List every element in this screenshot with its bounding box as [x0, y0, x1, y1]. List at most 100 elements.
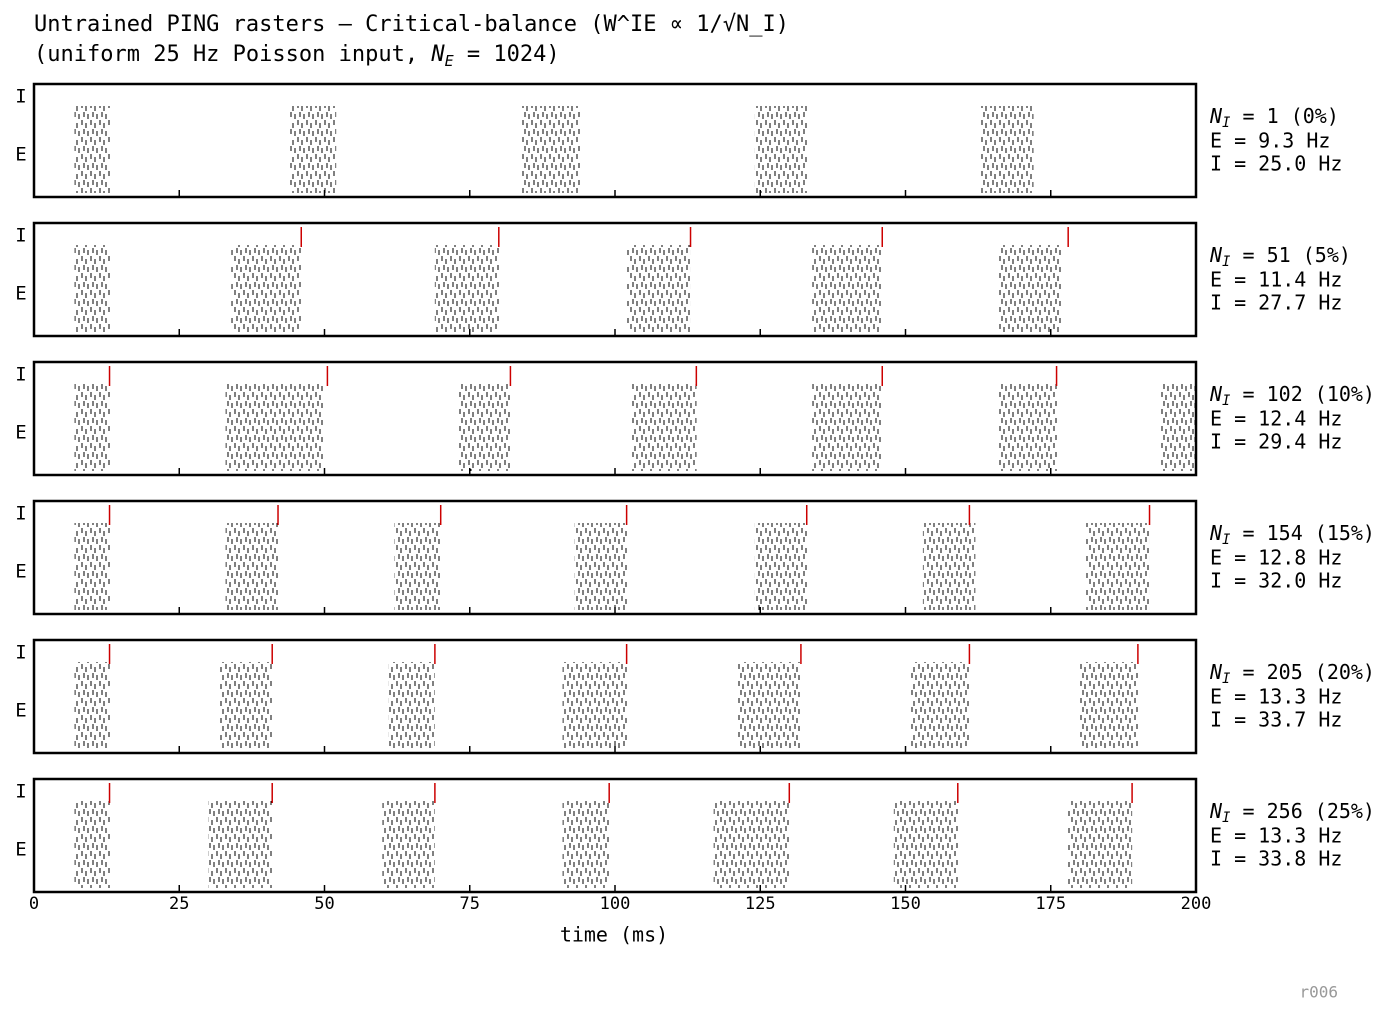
e-volley	[998, 384, 1057, 471]
e-volley	[382, 801, 435, 888]
n-label: NI = 256 (25%)	[1209, 799, 1375, 827]
x-tick-label: 0	[29, 894, 39, 914]
x-tick-label: 175	[1035, 894, 1066, 914]
i-rate: I = 27.7 Hz	[1210, 291, 1342, 315]
panel-frame	[32, 360, 1198, 477]
subtitle-text: (uniform 25 Hz Poisson input,	[34, 42, 431, 67]
subtitle-text: = 1024)	[454, 42, 560, 67]
e-volley	[208, 801, 273, 888]
e-rate: E = 13.3 Hz	[1210, 824, 1342, 848]
row-label: I	[15, 642, 26, 664]
n-symbol: N	[1209, 660, 1223, 684]
e-volley	[754, 523, 807, 610]
panel-frame	[32, 221, 1198, 338]
n-sub: I	[1222, 115, 1231, 131]
n-sub: I	[1222, 671, 1231, 687]
e-volley	[74, 106, 110, 193]
row-label: E	[15, 839, 26, 861]
n-label: NI = 1 (0%)	[1209, 104, 1339, 132]
row-label: I	[15, 781, 26, 803]
e-volley	[458, 384, 511, 471]
row-label: I	[15, 364, 26, 386]
n-sub: I	[1222, 393, 1231, 409]
i-rate: I = 29.4 Hz	[1210, 430, 1342, 454]
e-volley	[74, 245, 110, 332]
e-volley	[394, 523, 441, 610]
x-tick-label: 150	[890, 894, 921, 914]
n-value: = 205 (20%)	[1230, 660, 1375, 684]
n-sub: I	[1222, 810, 1231, 826]
e-volley	[626, 245, 691, 332]
row-label: E	[15, 283, 26, 305]
x-tick-label: 200	[1181, 894, 1212, 914]
panel-frame	[32, 82, 1198, 199]
e-volley	[74, 523, 110, 610]
e-volley	[713, 801, 790, 888]
n-value: = 154 (15%)	[1230, 521, 1375, 545]
n-symbol: N	[1209, 521, 1223, 545]
panel-frame	[32, 499, 1198, 616]
e-volley	[981, 106, 1034, 193]
n-label: NI = 205 (20%)	[1209, 660, 1375, 688]
n-symbol: N	[1209, 799, 1223, 823]
row-label: E	[15, 422, 26, 444]
e-volley	[1079, 662, 1138, 749]
i-rate: I = 33.7 Hz	[1210, 708, 1342, 732]
e-volley	[225, 384, 325, 471]
e-volley	[74, 384, 110, 471]
n-value: = 102 (10%)	[1230, 382, 1375, 406]
e-volley	[289, 106, 337, 193]
n-symbol: N	[1209, 382, 1223, 406]
x-tick-label: 75	[460, 894, 480, 914]
e-volley	[388, 662, 435, 749]
e-volley	[812, 384, 883, 471]
n-sub: I	[1222, 532, 1231, 548]
row-label: E	[15, 700, 26, 722]
e-volley	[225, 523, 279, 610]
n-symbol: N	[1209, 104, 1223, 128]
e-volley	[74, 662, 110, 749]
n-label: NI = 154 (15%)	[1209, 521, 1375, 549]
panel-frame	[32, 777, 1198, 894]
subtitle-sub: E	[445, 52, 454, 70]
subtitle-symbol: N	[430, 42, 445, 67]
e-volley	[893, 801, 958, 888]
e-volley	[922, 523, 976, 610]
row-label: I	[15, 503, 26, 525]
e-volley	[632, 384, 697, 471]
e-volley	[522, 106, 581, 193]
e-volley	[1085, 523, 1150, 610]
e-volley	[562, 801, 610, 888]
e-volley	[74, 801, 110, 888]
x-tick-label: 100	[600, 894, 631, 914]
x-axis-label: time (ms)	[560, 923, 668, 947]
e-volley	[1068, 801, 1133, 888]
row-label: E	[15, 561, 26, 583]
e-rate: E = 11.4 Hz	[1210, 268, 1342, 292]
x-tick-label: 50	[314, 894, 334, 914]
chart-subtitle: (uniform 25 Hz Poisson input, NE = 1024)	[34, 42, 560, 70]
e-rate: E = 9.3 Hz	[1210, 129, 1330, 153]
i-rate: I = 32.0 Hz	[1210, 569, 1342, 593]
e-rate: E = 12.4 Hz	[1210, 407, 1342, 431]
e-rate: E = 12.8 Hz	[1210, 546, 1342, 570]
e-volley	[754, 106, 807, 193]
i-rate: I = 33.8 Hz	[1210, 847, 1342, 871]
x-tick-label: 25	[169, 894, 189, 914]
e-volley	[998, 245, 1063, 332]
e-volley	[1161, 384, 1196, 471]
e-volley	[737, 662, 801, 749]
i-rate: I = 25.0 Hz	[1210, 152, 1342, 176]
row-label: I	[15, 225, 26, 247]
n-value: = 51 (5%)	[1230, 243, 1350, 267]
e-volley	[574, 523, 627, 610]
e-volley	[562, 662, 627, 749]
e-volley	[219, 662, 273, 749]
panel-frame	[32, 638, 1198, 755]
n-value: = 256 (25%)	[1230, 799, 1375, 823]
e-volley	[231, 245, 302, 332]
n-symbol: N	[1209, 243, 1223, 267]
n-sub: I	[1222, 254, 1231, 270]
e-rate: E = 13.3 Hz	[1210, 685, 1342, 709]
